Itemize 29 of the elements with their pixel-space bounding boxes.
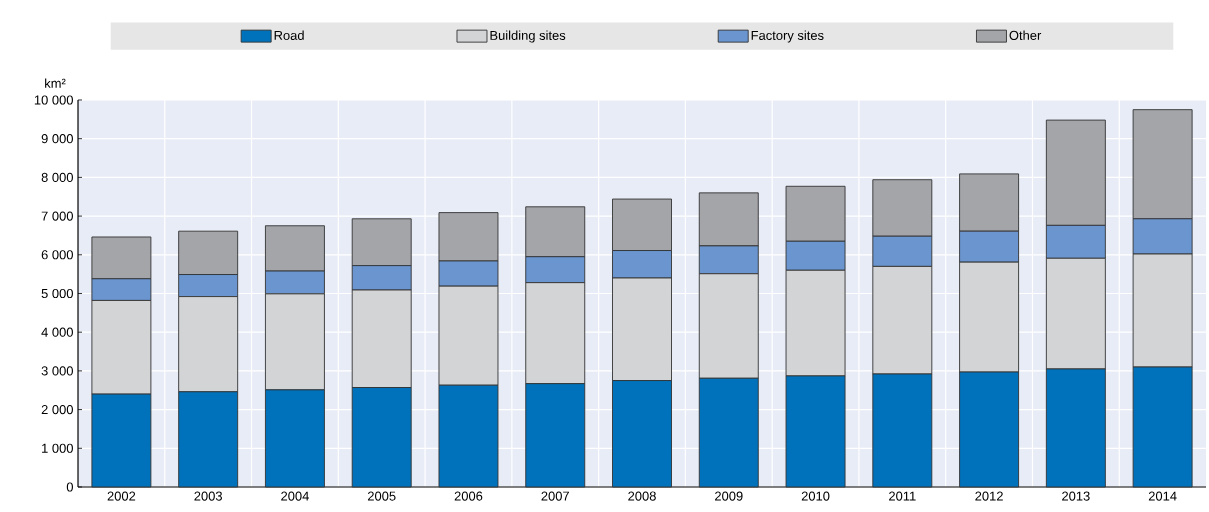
x-tick-label: 2011: [889, 491, 916, 501]
legend-label: Factory sites: [751, 30, 824, 43]
x-tick-label: 2007: [541, 491, 569, 501]
y-tick-label: 9 000: [41, 134, 73, 144]
y-tick-label: 1 000: [42, 443, 73, 453]
y-tick-label: 5 000: [41, 288, 73, 299]
y-tick-label: 8 000: [41, 172, 73, 182]
x-tick-label: 2006: [454, 491, 483, 501]
legend-label: Other: [1009, 30, 1042, 40]
x-tick-label: 2003: [194, 491, 222, 501]
x-tick-label: 2013: [1062, 491, 1090, 501]
y-tick-label: 7 000: [41, 211, 73, 221]
legend-label: Building sites: [490, 30, 566, 43]
y-axis-title: km²: [45, 78, 66, 88]
x-tick-label: 2009: [715, 491, 743, 501]
y-tick-label: 4 000: [41, 327, 73, 337]
y-tick-label: 2 000: [41, 405, 73, 415]
legend-label: Road: [274, 30, 304, 40]
y-tick-label: 10 000: [34, 95, 73, 105]
x-tick-label: 2014: [1148, 491, 1177, 501]
y-tick-label: 3 000: [41, 366, 73, 376]
x-tick-label: 2008: [628, 491, 656, 501]
x-tick-label: 2005: [367, 491, 396, 501]
y-tick-label: 0: [66, 482, 73, 492]
x-tick-label: 2010: [801, 491, 830, 501]
x-tick-label: 2012: [975, 491, 1003, 501]
y-tick-label: 6 000: [41, 250, 73, 260]
x-tick-label: 2002: [107, 491, 136, 501]
x-tick-label: 2004: [281, 491, 309, 501]
